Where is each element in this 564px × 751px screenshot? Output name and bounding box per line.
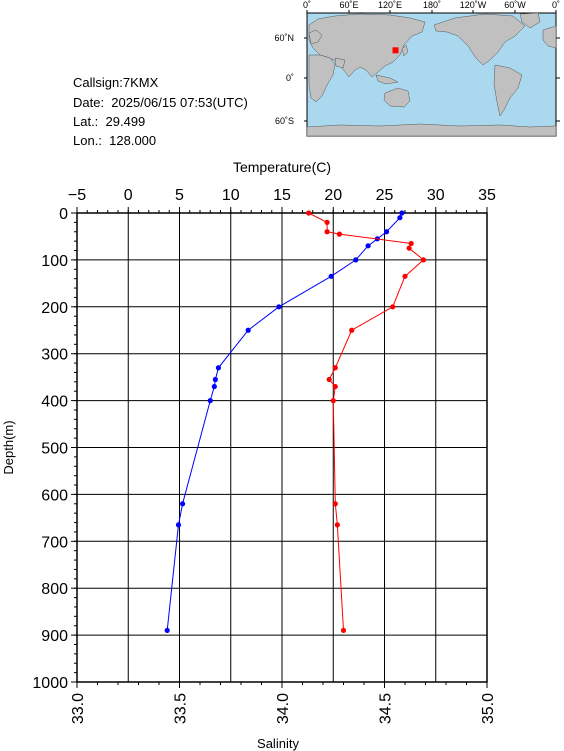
salinity-point — [332, 501, 338, 507]
depth-tick-label: 1000 — [32, 675, 68, 692]
temperature-point — [179, 501, 186, 507]
temperature-tick-label: 0 — [124, 187, 133, 204]
depth-tick-label: 300 — [41, 347, 68, 364]
depth-tick-label: 900 — [41, 628, 68, 645]
salinity-tick-label: 33.5 — [173, 693, 190, 724]
temperature-point — [383, 229, 390, 235]
salinity-point — [408, 240, 414, 247]
temperature-point — [276, 304, 282, 310]
chart-grid — [76, 212, 488, 683]
salinity-axis-title: Salinity — [257, 736, 299, 751]
temperature-point — [399, 210, 405, 216]
temperature-point — [212, 376, 218, 383]
salinity-point — [336, 231, 342, 237]
temperature-tick-label: 25 — [376, 187, 394, 204]
temperature-tick-label: 20 — [324, 187, 342, 204]
temperature-tick-label: 10 — [222, 187, 240, 204]
salinity-point — [326, 376, 332, 383]
temperature-point — [328, 273, 334, 279]
salinity-series — [306, 210, 427, 634]
latitude-text: Lat.: 29.499 — [73, 114, 146, 129]
salinity-tick-label: 35.0 — [480, 693, 497, 724]
temperature-point — [211, 383, 217, 390]
temperature-point — [397, 215, 403, 221]
temperature-point — [365, 243, 371, 249]
salinity-point — [334, 522, 340, 528]
longitude-text: Lon.: 128.000 — [73, 133, 157, 148]
temperature-tick-label: 15 — [273, 187, 291, 204]
depth-tick-label: 400 — [41, 394, 68, 411]
salinity-point — [330, 398, 336, 404]
depth-tick-label: 700 — [41, 534, 68, 551]
salinity-point — [340, 627, 347, 634]
salinity-point — [349, 327, 355, 333]
salinity-point — [332, 383, 338, 390]
salinity-tick-label: 34.5 — [378, 693, 395, 724]
temperature-point — [215, 365, 222, 371]
temperature-point — [175, 522, 182, 528]
salinity-point — [406, 245, 412, 251]
salinity-point — [420, 257, 427, 263]
depth-tick-label: 600 — [41, 487, 68, 504]
temperature-point — [353, 257, 359, 263]
depth-axis-title: Depth(m) — [1, 420, 16, 474]
temperature-point — [164, 627, 170, 634]
salinity-tick-label: 34.0 — [275, 693, 292, 724]
salinity-point — [306, 210, 312, 216]
temperature-point — [207, 398, 213, 404]
salinity-point — [324, 219, 330, 225]
temperature-series — [164, 210, 405, 634]
depth-tick-label: 0 — [59, 206, 68, 223]
temperature-line — [166, 212, 403, 631]
temperature-axis-title: Temperature(C) — [233, 159, 331, 175]
salinity-point — [402, 273, 408, 279]
callsign-text: Callsign:7KMX — [73, 75, 159, 90]
temperature-point — [245, 327, 251, 333]
date-text: Date: 2025/06/15 07:53(UTC) — [73, 95, 248, 110]
salinity-point — [332, 365, 338, 371]
depth-tick-label: 100 — [41, 253, 68, 270]
depth-tick-label: 800 — [41, 581, 68, 598]
salinity-point — [324, 229, 330, 235]
temperature-tick-label: 35 — [478, 187, 496, 204]
salinity-point — [390, 304, 396, 310]
depth-tick-label: 500 — [41, 441, 68, 458]
salinity-tick-label: 33.0 — [70, 693, 87, 724]
temperature-tick-label: 30 — [427, 187, 445, 204]
temperature-tick-label: 5 — [175, 187, 184, 204]
temperature-tick-label: −5 — [68, 187, 86, 204]
depth-tick-label: 200 — [41, 300, 68, 317]
